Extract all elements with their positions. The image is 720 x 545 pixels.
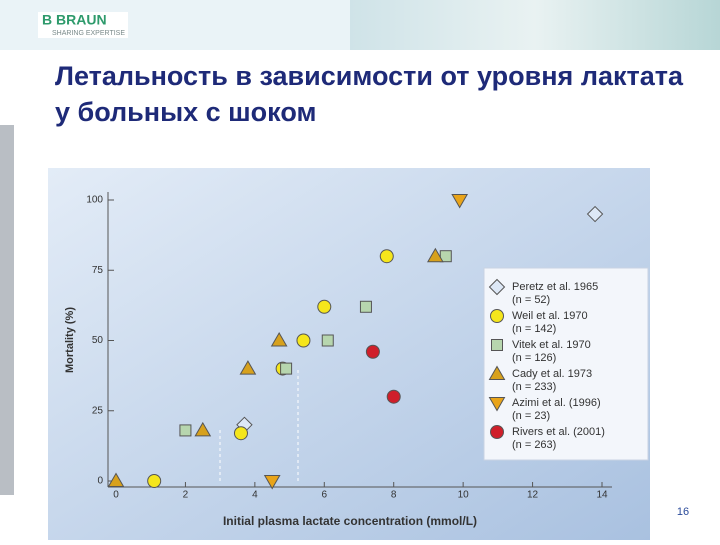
point: [427, 247, 444, 263]
x-tick-label: 8: [391, 490, 397, 501]
x-tick-label: 14: [596, 490, 608, 501]
legend-marker: [488, 365, 506, 380]
tagline: SHARING EXPERTISE: [52, 30, 125, 37]
y-tick-label: 100: [86, 195, 103, 206]
legend-label: Azimi et al. (1996): [512, 397, 601, 409]
side-strip: [0, 125, 14, 495]
point: [179, 424, 192, 437]
legend-label: (n = 23): [512, 410, 550, 422]
legend-marker: [488, 397, 506, 412]
chart-title: Летальность в зависимости от уровня лакт…: [55, 61, 683, 127]
y-tick-label: 75: [92, 265, 104, 276]
legend-label: (n = 142): [512, 323, 556, 335]
point: [386, 389, 401, 404]
point: [439, 250, 452, 263]
point: [365, 344, 380, 359]
title-box: Летальность в зависимости от уровня лакт…: [55, 61, 683, 127]
point: [451, 194, 469, 209]
legend-marker: [490, 425, 504, 439]
x-tick-label: 12: [527, 490, 539, 501]
legend-label: (n = 126): [512, 352, 556, 364]
page-number: 16: [677, 506, 689, 518]
x-tick-label: 2: [183, 490, 189, 501]
point: [233, 426, 248, 441]
legend-box: [483, 267, 649, 461]
point: [359, 300, 372, 313]
point: [239, 360, 257, 375]
logo: B BRAUN: [42, 12, 107, 28]
logo-box: [38, 12, 128, 38]
point: [147, 474, 162, 488]
legend-label: (n = 52): [512, 294, 550, 306]
y-tick-label: 25: [92, 405, 104, 416]
header-photos: [350, 0, 720, 50]
point: [270, 331, 288, 347]
legend-label: Vitek et al. 1970: [512, 339, 591, 351]
point: [263, 475, 281, 490]
point: [586, 205, 604, 223]
y-tick-label: 0: [97, 476, 103, 487]
point: [194, 421, 212, 437]
y-tick-label: 50: [92, 335, 104, 346]
x-tick-label: 6: [322, 490, 328, 501]
legend-label: (n = 233): [512, 381, 556, 393]
point: [296, 333, 311, 348]
y-axis-label: Mortality (%): [64, 307, 76, 373]
point: [280, 362, 293, 375]
legend-marker: [488, 278, 506, 296]
legend-label: Rivers et al. (2001): [512, 426, 605, 438]
legend-marker: [490, 309, 504, 323]
legend-label: Weil et al. 1970: [512, 310, 588, 322]
legend-marker: [491, 339, 503, 351]
point: [317, 299, 332, 314]
x-tick-label: 4: [252, 490, 258, 501]
x-axis-label: Initial plasma lactate concentration (mm…: [223, 514, 477, 528]
point: [379, 249, 394, 264]
point: [321, 334, 334, 347]
x-tick-label: 0: [113, 490, 119, 501]
legend-label: (n = 263): [512, 439, 556, 451]
x-tick-label: 10: [458, 490, 470, 501]
point: [107, 472, 125, 487]
legend-label: Peretz et al. 1965: [512, 281, 598, 293]
legend-label: Cady et al. 1973: [512, 368, 592, 380]
